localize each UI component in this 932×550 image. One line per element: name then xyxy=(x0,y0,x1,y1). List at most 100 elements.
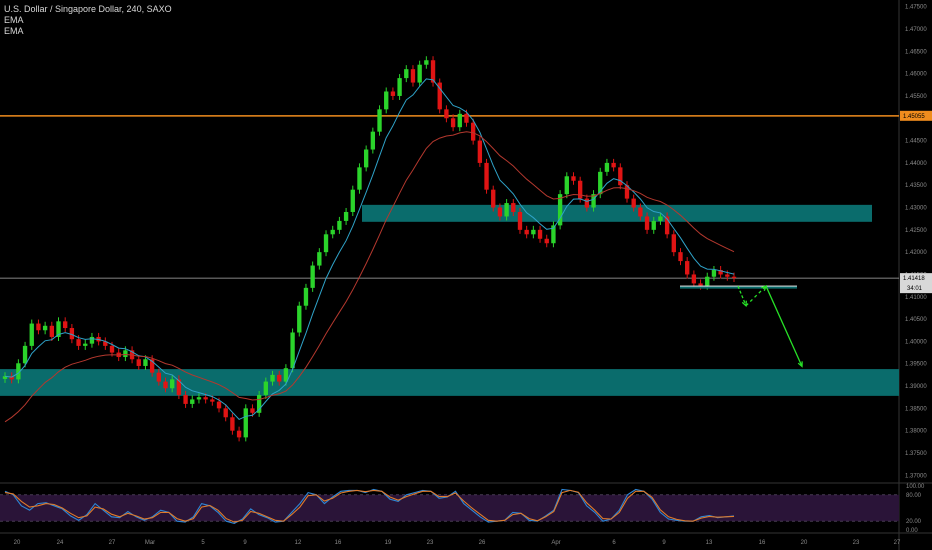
price-tick-label: 1.47500 xyxy=(905,5,927,11)
candle-body xyxy=(310,265,315,288)
time-tick-label: 23 xyxy=(427,540,434,546)
candle-body xyxy=(317,252,322,266)
forecast-arrowhead xyxy=(797,361,803,368)
candle-body xyxy=(303,287,309,306)
candle-body xyxy=(256,394,262,413)
candle-body xyxy=(444,109,449,119)
candle-body xyxy=(9,376,14,380)
candle-body xyxy=(136,359,141,366)
candle-body xyxy=(711,270,717,277)
time-axis[interactable]: 20 24 27 Mar 5 9 12 16 19 23 26 Apr 6 9 13 16 20 23 27 xyxy=(14,540,901,546)
candle-body xyxy=(236,430,242,438)
candle-body xyxy=(103,341,108,346)
candle-body xyxy=(624,185,630,199)
candle-body xyxy=(410,69,416,83)
time-tick-label: 24 xyxy=(57,540,64,546)
candle-body xyxy=(297,305,302,333)
stoch-band xyxy=(0,494,899,522)
chart-header: U.S. Dollar / Singapore Dollar, 240, SAX… xyxy=(4,4,172,37)
candle-body xyxy=(551,225,556,244)
candle-body xyxy=(56,321,61,337)
candle-body xyxy=(450,118,456,128)
time-tick-label: 19 xyxy=(385,540,392,546)
time-tick-label: 23 xyxy=(853,540,860,546)
forecast-arrowhead xyxy=(741,300,747,308)
price-tick-label: 1.40000 xyxy=(905,339,927,345)
ema-fast-line xyxy=(4,78,735,421)
time-tick-label: 6 xyxy=(612,540,616,546)
candle-body xyxy=(477,140,483,163)
price-axis[interactable]: 1.47500 1.47000 1.46500 1.46000 1.45500 1.450… xyxy=(900,5,932,534)
price-tick-label: 1.42000 xyxy=(905,250,927,256)
candle-body xyxy=(223,408,228,418)
price-tick-label: 1.39000 xyxy=(905,384,927,390)
candle-body xyxy=(664,216,670,235)
candle-body xyxy=(190,399,195,404)
stoch-tick-label: 100.00 xyxy=(906,484,925,490)
candle-body xyxy=(36,323,41,331)
candle-body xyxy=(718,270,723,275)
candle-body xyxy=(497,207,503,217)
candle-body xyxy=(464,113,469,123)
resistance-price-label: 1.45055 xyxy=(903,114,925,120)
price-tick-label: 1.42500 xyxy=(905,228,927,234)
ema-lines xyxy=(4,78,735,423)
price-tick-label: 1.44500 xyxy=(905,139,927,145)
candle-body xyxy=(163,381,168,389)
candle-body xyxy=(504,203,509,217)
ema-fast-legend: EMA xyxy=(4,15,24,25)
time-tick-label: 9 xyxy=(243,540,247,546)
symbol-title: U.S. Dollar / Singapore Dollar, 240, SAX… xyxy=(4,4,172,14)
candle-body xyxy=(337,220,342,230)
candle-body xyxy=(598,171,603,195)
time-tick-label: 26 xyxy=(479,540,486,546)
candle-body xyxy=(63,321,68,329)
candle-body xyxy=(658,216,663,221)
candle-body xyxy=(484,162,489,190)
stoch-tick-label: 20.00 xyxy=(906,519,922,525)
stoch-d-line xyxy=(4,489,735,523)
candle-body xyxy=(691,274,697,284)
stoch-tick-label: 80.00 xyxy=(906,493,922,499)
candle-body xyxy=(143,359,148,366)
candle-body xyxy=(531,229,536,235)
candle-body xyxy=(170,379,175,389)
candle-body xyxy=(76,339,81,346)
price-tick-label: 1.46000 xyxy=(905,72,927,78)
candle-body xyxy=(571,176,576,181)
price-tick-label: 1.43500 xyxy=(905,183,927,189)
time-tick-label: 16 xyxy=(759,540,766,546)
candle-body xyxy=(89,336,95,344)
candle-body xyxy=(149,359,155,373)
candle-body xyxy=(537,229,543,239)
candle-body xyxy=(290,332,295,369)
time-tick-label: 20 xyxy=(801,540,808,546)
candle-body xyxy=(363,149,369,168)
price-tick-label: 1.41000 xyxy=(905,295,927,301)
zone-box xyxy=(362,204,872,222)
candle-body xyxy=(49,325,54,337)
candle-body xyxy=(250,408,255,413)
candle-body xyxy=(685,261,690,275)
candle-body xyxy=(370,131,376,150)
time-tick-label: 9 xyxy=(662,540,666,546)
support-resistance-zones xyxy=(0,204,899,396)
time-tick-label: 27 xyxy=(894,540,901,546)
ema-slow-line xyxy=(4,131,735,423)
time-tick-label: 20 xyxy=(14,540,21,546)
candle-body xyxy=(584,198,590,208)
current-price-label: 1.41418 xyxy=(903,276,925,282)
candle-body xyxy=(123,350,128,358)
price-tick-label: 1.38000 xyxy=(905,429,927,435)
candle-body xyxy=(564,176,569,195)
candle-body xyxy=(216,401,222,409)
candle-body xyxy=(263,381,269,395)
candle-body xyxy=(725,274,730,277)
candle-body xyxy=(397,78,402,96)
candle-body xyxy=(651,220,656,230)
zone-box xyxy=(0,369,899,396)
candle-body xyxy=(671,234,676,253)
candle-body xyxy=(2,376,8,379)
ema-slow-legend: EMA xyxy=(4,26,24,36)
